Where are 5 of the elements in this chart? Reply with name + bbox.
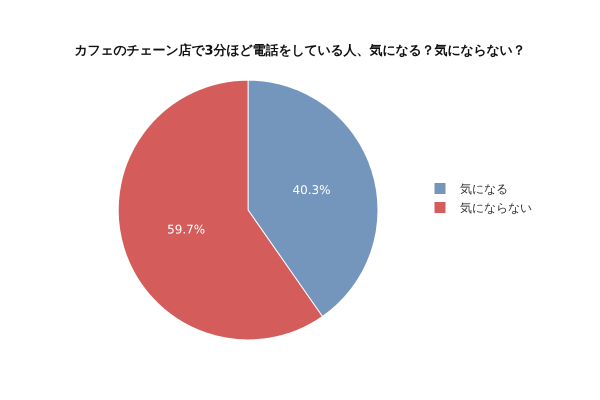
legend-label: 気にならない [460,201,532,216]
data-label: 59.7% [167,222,206,236]
legend-label: 気になる [460,182,508,196]
data-label: 40.3% [292,183,331,198]
chart-title: カフェのチェーン店で3分ほど電話をしている人、気になる？気にならない？ [74,42,526,59]
